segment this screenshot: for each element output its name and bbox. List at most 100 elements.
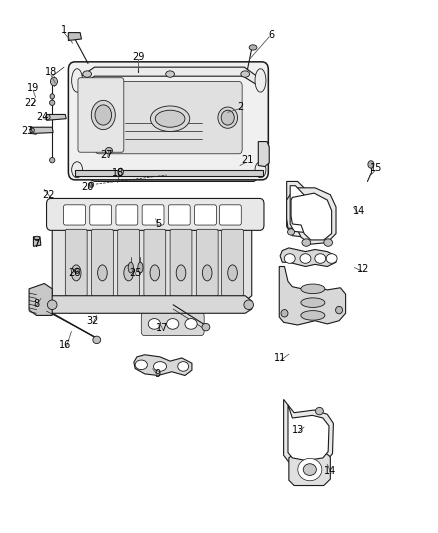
Ellipse shape — [301, 311, 325, 320]
Ellipse shape — [118, 168, 124, 175]
Ellipse shape — [324, 239, 332, 246]
Text: 22: 22 — [24, 98, 37, 108]
Ellipse shape — [218, 107, 237, 128]
Ellipse shape — [49, 158, 55, 163]
Ellipse shape — [284, 254, 295, 263]
Ellipse shape — [281, 310, 288, 317]
Polygon shape — [290, 185, 311, 232]
Ellipse shape — [50, 77, 57, 86]
Text: 5: 5 — [155, 219, 161, 229]
FancyBboxPatch shape — [222, 229, 244, 296]
Text: 26: 26 — [68, 268, 80, 278]
Polygon shape — [46, 115, 66, 120]
FancyBboxPatch shape — [95, 82, 242, 154]
FancyBboxPatch shape — [219, 205, 241, 225]
Ellipse shape — [301, 298, 325, 308]
FancyBboxPatch shape — [64, 205, 85, 225]
Ellipse shape — [98, 265, 107, 281]
Ellipse shape — [202, 265, 212, 281]
Ellipse shape — [150, 265, 159, 281]
FancyBboxPatch shape — [68, 62, 268, 180]
Ellipse shape — [315, 254, 326, 263]
Ellipse shape — [302, 239, 311, 246]
Ellipse shape — [249, 45, 257, 50]
Polygon shape — [29, 284, 52, 316]
FancyBboxPatch shape — [118, 229, 140, 296]
Ellipse shape — [288, 229, 294, 235]
Ellipse shape — [301, 284, 325, 294]
FancyBboxPatch shape — [65, 229, 87, 296]
Text: 13: 13 — [291, 425, 304, 435]
Polygon shape — [75, 169, 263, 176]
Ellipse shape — [89, 182, 94, 187]
Polygon shape — [280, 248, 336, 266]
FancyBboxPatch shape — [78, 78, 124, 152]
Text: 29: 29 — [132, 52, 145, 61]
Ellipse shape — [124, 265, 134, 281]
Ellipse shape — [300, 254, 311, 263]
Ellipse shape — [83, 71, 92, 77]
Ellipse shape — [298, 458, 322, 481]
Polygon shape — [287, 188, 336, 244]
Ellipse shape — [93, 336, 101, 344]
Polygon shape — [75, 67, 263, 88]
Ellipse shape — [128, 262, 134, 273]
Ellipse shape — [135, 360, 148, 369]
FancyBboxPatch shape — [141, 312, 204, 336]
Polygon shape — [46, 296, 252, 313]
FancyBboxPatch shape — [168, 205, 190, 225]
Text: 18: 18 — [45, 68, 57, 77]
Ellipse shape — [255, 162, 266, 177]
Text: 21: 21 — [241, 155, 254, 165]
Polygon shape — [68, 33, 81, 41]
Ellipse shape — [148, 319, 160, 329]
Polygon shape — [75, 69, 263, 171]
Text: 17: 17 — [156, 322, 169, 333]
Text: 11: 11 — [274, 353, 286, 363]
Text: 16: 16 — [59, 340, 71, 350]
Ellipse shape — [336, 306, 343, 314]
Polygon shape — [52, 225, 252, 301]
Text: 7: 7 — [33, 239, 39, 248]
Polygon shape — [284, 399, 333, 466]
Ellipse shape — [255, 69, 266, 92]
Ellipse shape — [150, 106, 190, 132]
Text: 6: 6 — [268, 30, 275, 41]
Ellipse shape — [241, 71, 250, 77]
Ellipse shape — [368, 161, 374, 168]
Ellipse shape — [228, 265, 237, 281]
FancyBboxPatch shape — [46, 198, 264, 230]
Polygon shape — [289, 451, 330, 486]
Text: 14: 14 — [353, 206, 365, 216]
FancyBboxPatch shape — [196, 229, 218, 296]
Text: 19: 19 — [27, 83, 39, 93]
Ellipse shape — [303, 464, 316, 475]
FancyBboxPatch shape — [90, 205, 112, 225]
Text: 12: 12 — [357, 264, 369, 274]
Polygon shape — [73, 70, 265, 181]
Text: 32: 32 — [86, 316, 99, 326]
Ellipse shape — [326, 254, 337, 263]
Ellipse shape — [244, 300, 254, 310]
Ellipse shape — [91, 100, 115, 130]
Ellipse shape — [46, 115, 50, 120]
Ellipse shape — [155, 110, 185, 127]
Polygon shape — [291, 193, 332, 240]
FancyBboxPatch shape — [92, 229, 113, 296]
Ellipse shape — [71, 265, 81, 281]
Polygon shape — [134, 355, 192, 375]
FancyBboxPatch shape — [170, 229, 192, 296]
FancyBboxPatch shape — [142, 205, 164, 225]
Ellipse shape — [178, 362, 189, 371]
Text: 27: 27 — [100, 150, 113, 160]
Ellipse shape — [47, 300, 57, 310]
Polygon shape — [279, 266, 346, 325]
Ellipse shape — [72, 69, 82, 92]
Polygon shape — [287, 181, 315, 237]
FancyBboxPatch shape — [116, 205, 138, 225]
Ellipse shape — [176, 265, 186, 281]
Ellipse shape — [202, 324, 210, 331]
Text: 20: 20 — [81, 182, 93, 192]
Text: 25: 25 — [129, 268, 141, 278]
Text: 14: 14 — [324, 466, 336, 476]
